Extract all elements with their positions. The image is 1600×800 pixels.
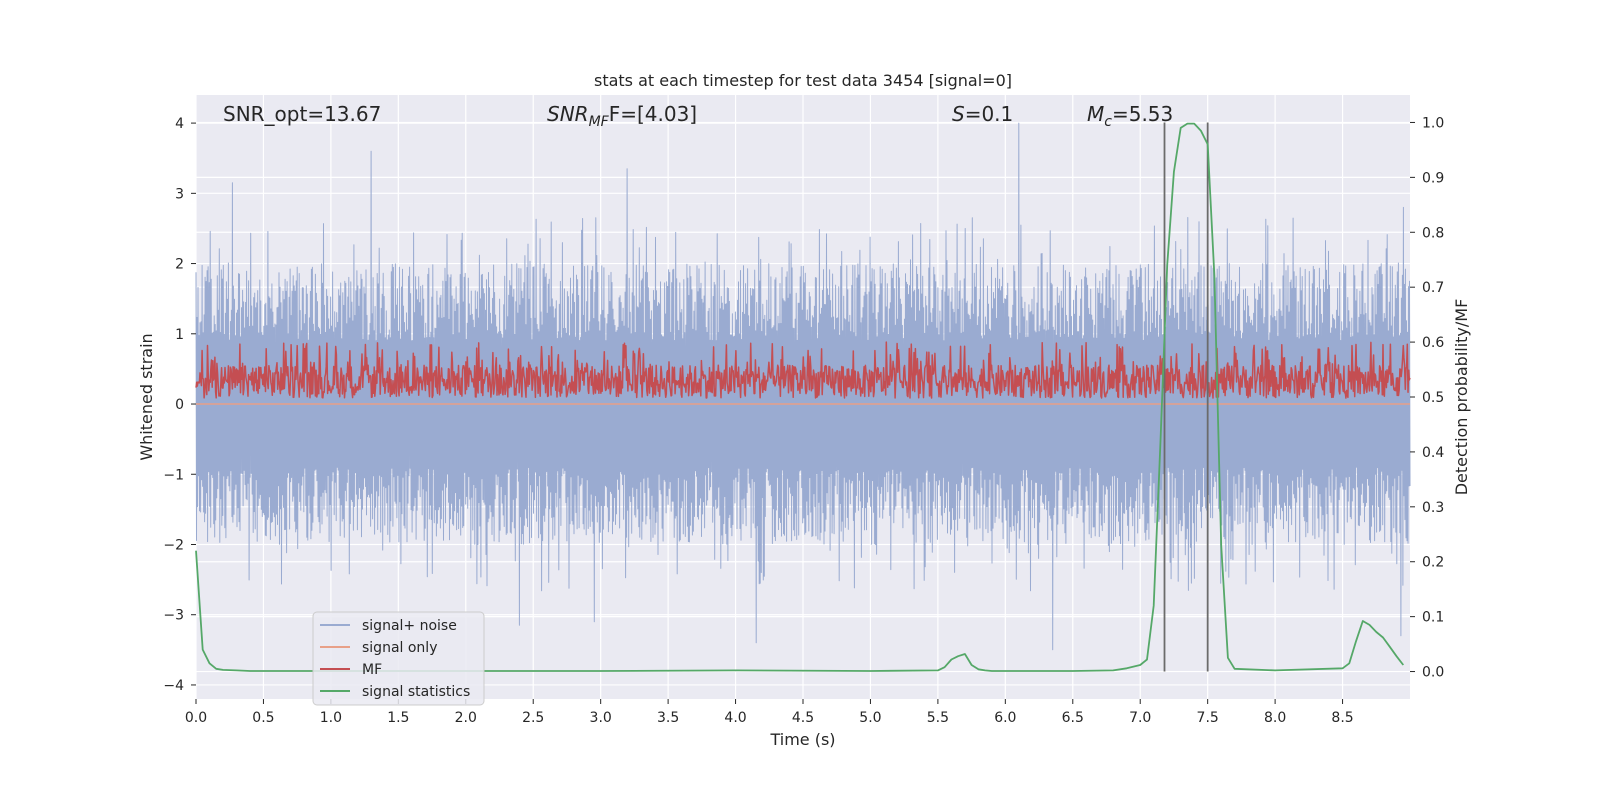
legend-label-signal-statistics: signal statistics [362,684,470,700]
annotation-snr-mf: SNRMFF=[4.03] [547,102,697,130]
annotation-s-value: =0.1 [965,102,1014,126]
x-tick-label: 6.5 [1062,710,1084,726]
y-left-tick-label: 1 [175,327,184,343]
x-tick-label: 8.0 [1264,710,1286,726]
y-axis-right-ticks: 0.0 0.1 0.2 0.3 0.4 0.5 0.6 0.7 0.8 0.9 1.0 [1410,115,1444,681]
annotation-s-main: S [952,102,965,126]
annotation-mc: Mc=5.53 [1087,102,1173,130]
x-tick-label: 3.0 [590,710,612,726]
y-right-tick-label: 0.9 [1422,170,1444,186]
annotation-mc-value: =5.53 [1112,102,1173,126]
x-tick-label: 1.0 [320,710,342,726]
legend-box [312,611,485,706]
y-right-tick-label: 0.7 [1422,280,1444,296]
y-left-tick-label: −3 [163,608,184,624]
x-tick-label: 0.0 [185,710,207,726]
x-tick-label: 1.5 [387,710,409,726]
x-tick-label: 7.5 [1197,710,1219,726]
legend-label-signal-noise: signal+ noise [362,618,457,634]
y-axis-left-ticks: −4 −3 −2 −1 0 1 2 3 4 [163,116,196,694]
annotation-mc-main: M [1087,102,1104,126]
y-left-tick-label: −2 [163,537,184,553]
vertical-lines [1163,122,1209,672]
y-right-tick-label: 1.0 [1422,115,1444,131]
series-signal-statistics [195,122,1405,672]
y-left-tick-label: 3 [175,186,184,202]
x-tick-label: 3.5 [657,710,679,726]
chart-title: stats at each timestep for test data 345… [594,71,1012,90]
annotation-snr-mf-main: SNR [547,102,589,126]
annotation-snr-opt: SNR_opt=13.67 [223,102,381,126]
y-left-tick-label: 2 [175,257,184,273]
y-left-tick-label: −1 [163,467,184,483]
x-tick-label: 2.5 [522,710,544,726]
x-tick-label: 4.0 [724,710,746,726]
x-tick-label: 8.5 [1331,710,1353,726]
annotation-snr-mf-value: F=[4.03] [609,102,697,126]
x-tick-label: 5.5 [927,710,949,726]
y-right-tick-label: 0.5 [1422,390,1444,406]
y-left-tick-label: −4 [163,678,184,694]
x-tick-label: 5.0 [859,710,881,726]
legend-label-mf: MF [362,662,382,678]
legend-label-signal-only: signal only [362,640,437,656]
x-tick-label: 0.5 [252,710,274,726]
x-tick-label: 4.5 [792,710,814,726]
x-tick-label: 6.0 [994,710,1016,726]
line-signal-statistics [195,122,1405,672]
y-right-tick-label: 0.0 [1422,665,1444,681]
x-axis-ticks: 0.0 0.5 1.0 1.5 2.0 2.5 3.0 3.5 4.0 4.5 5.0 5.5 6.0 6… [185,699,1354,726]
y-axis-left-label: Whitened strain [137,333,156,460]
y-right-tick-label: 0.3 [1422,500,1444,516]
y-right-tick-label: 0.6 [1422,335,1444,351]
legend: signal+ noise signal only MF signal stat… [312,611,485,706]
y-left-tick-label: 0 [175,397,184,413]
x-tick-label: 7.0 [1129,710,1151,726]
x-tick-label: 2.0 [455,710,477,726]
y-axis-right-label: Detection probability/MF [1452,299,1471,496]
annotation-mc-sub: c [1104,114,1112,130]
annotation-snr-mf-sub: MF [589,114,610,130]
y-left-tick-label: 4 [175,116,184,132]
y-right-tick-label: 0.2 [1422,555,1444,571]
y-right-tick-label: 0.4 [1422,445,1444,461]
y-right-tick-label: 0.1 [1422,610,1444,626]
annotation-s: S=0.1 [952,102,1013,126]
x-axis-label: Time (s) [769,730,835,749]
y-right-tick-label: 0.8 [1422,225,1444,241]
